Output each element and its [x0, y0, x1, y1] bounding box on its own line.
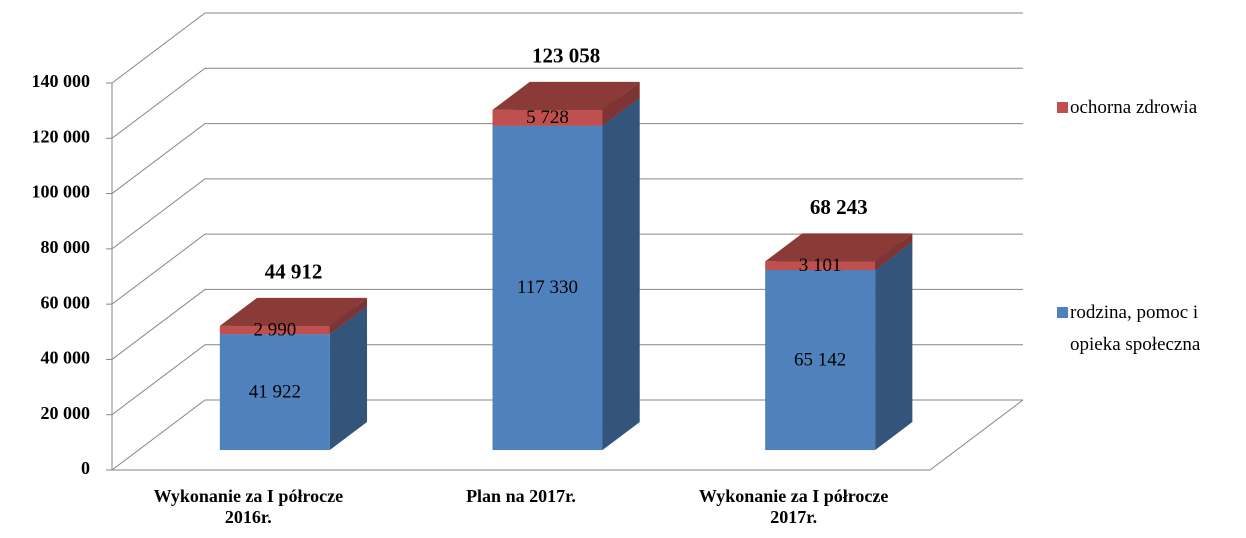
- grid-line: [111, 399, 1023, 471]
- y-tick-label: 20 000: [41, 403, 91, 423]
- grid-line: [111, 288, 1023, 360]
- y-tick-label: 100 000: [32, 182, 91, 202]
- bar-front: [219, 334, 330, 451]
- data-label: 65 142: [794, 349, 846, 370]
- y-tick-label: 140 000: [32, 71, 91, 91]
- y-tick-label: 80 000: [41, 237, 91, 257]
- total-label: 123 058: [532, 44, 600, 68]
- floor-edge: [112, 399, 1024, 471]
- data-label: 41 922: [249, 381, 301, 402]
- bar-front: [492, 109, 603, 126]
- bar-top: [765, 233, 913, 262]
- grid-line: [111, 344, 1023, 416]
- bar-front: [219, 325, 330, 335]
- data-label: 3 101: [799, 255, 842, 276]
- bar-side: [329, 297, 368, 335]
- bar-top: [492, 81, 640, 110]
- x-tick-label: Plan na 2017r.: [466, 486, 576, 506]
- bar-front: [765, 261, 876, 270]
- legend-swatch: [1057, 307, 1068, 318]
- legend-label: rodzina, pomoc i opieka społeczna: [1070, 302, 1201, 355]
- bar-top: [219, 297, 368, 326]
- bar-side: [875, 241, 913, 451]
- y-tick-label: 120 000: [32, 126, 91, 146]
- grid-line: [111, 12, 1023, 84]
- data-label: 117 330: [517, 277, 578, 298]
- x-tick-label: Wykonanie za I półrocze 2017r.: [698, 486, 889, 527]
- bar-side: [875, 233, 913, 270]
- data-label: 5 728: [526, 107, 569, 128]
- data-label: 2 990: [253, 319, 296, 340]
- total-label: 68 243: [810, 195, 868, 219]
- bar-front: [492, 125, 603, 451]
- total-label: 44 912: [265, 260, 323, 284]
- bar-side: [329, 306, 368, 451]
- bar-front: [765, 269, 876, 451]
- bar-side: [602, 97, 640, 451]
- grid-line: [111, 178, 1023, 250]
- bar-side: [602, 81, 640, 126]
- y-tick-label: 40 000: [41, 348, 91, 368]
- legend-swatch: [1057, 102, 1068, 113]
- grid-line: [111, 67, 1023, 139]
- grid-line: [111, 123, 1023, 194]
- legend-label: ochorna zdrowia: [1070, 97, 1198, 118]
- y-tick-label: 60 000: [41, 292, 91, 312]
- x-tick-label: Wykonanie za I półrocze 2016r.: [153, 486, 344, 527]
- grid-line: [111, 233, 1023, 305]
- y-tick-label: 0: [81, 458, 90, 478]
